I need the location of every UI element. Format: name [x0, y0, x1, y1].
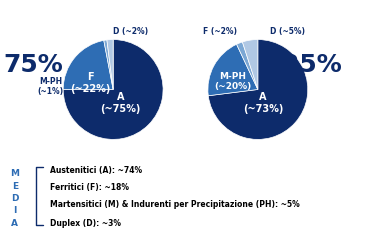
Text: M: M	[10, 169, 19, 178]
Wedge shape	[237, 43, 258, 90]
Wedge shape	[104, 41, 113, 90]
Text: M-PH
(~1%): M-PH (~1%)	[38, 76, 64, 96]
Text: D (~2%): D (~2%)	[113, 27, 148, 36]
Text: Austenitici (A): ~74%: Austenitici (A): ~74%	[50, 166, 142, 174]
Wedge shape	[208, 45, 258, 96]
Text: A
(~75%): A (~75%)	[101, 92, 141, 113]
Wedge shape	[107, 40, 113, 90]
Text: Duplex (D): ~3%: Duplex (D): ~3%	[50, 218, 121, 227]
Text: A: A	[12, 218, 18, 227]
Text: D (~5%): D (~5%)	[270, 27, 305, 36]
Wedge shape	[208, 40, 308, 140]
Text: Ferritici (F): ~18%: Ferritici (F): ~18%	[50, 182, 129, 191]
Text: F (~2%): F (~2%)	[203, 27, 237, 36]
Wedge shape	[242, 40, 258, 90]
Text: M-PH
(~20%): M-PH (~20%)	[214, 71, 252, 91]
Text: D: D	[11, 193, 19, 202]
Text: F
(~22%): F (~22%)	[70, 72, 111, 93]
Wedge shape	[63, 41, 113, 90]
Text: Martensitici (M) & Indurenti per Precipitazione (PH): ~5%: Martensitici (M) & Indurenti per Precipi…	[50, 199, 300, 208]
Text: E: E	[12, 181, 18, 190]
Text: 25%: 25%	[282, 53, 341, 77]
Text: 75%: 75%	[4, 53, 63, 77]
Text: A
(~73%): A (~73%)	[243, 92, 283, 113]
Wedge shape	[63, 40, 163, 140]
Text: I: I	[13, 206, 17, 214]
